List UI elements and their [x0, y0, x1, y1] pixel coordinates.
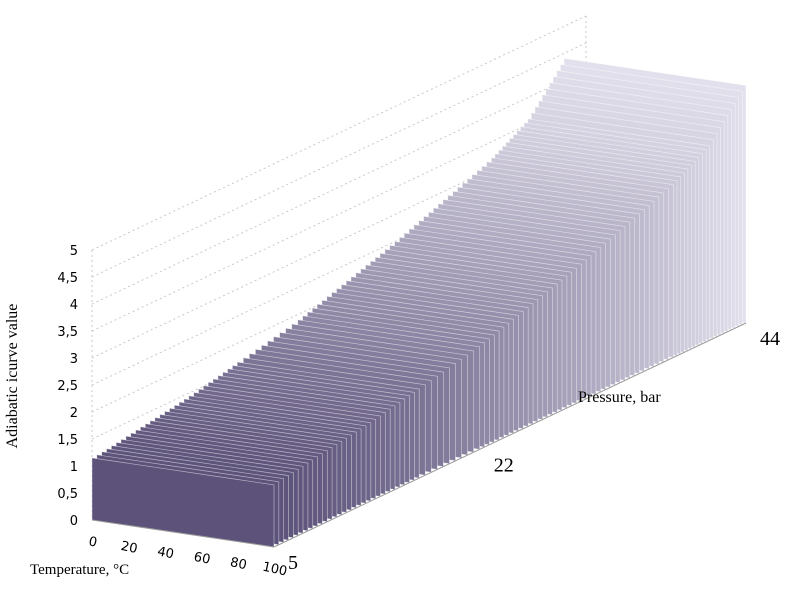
temperature-tick-label: 100: [261, 560, 288, 580]
pressure-tick-label: 22: [494, 454, 514, 476]
gridline: [91, 96, 587, 332]
z-tick-label: 4,5: [57, 271, 78, 286]
temperature-tick-label: 80: [229, 555, 248, 573]
surface-layer: [91, 57, 747, 548]
pressure-axis-line: [273, 322, 747, 548]
z-tick-label: 1: [70, 460, 78, 475]
z-axis-ticks: 0 0,5 1 1,5 2 2,5 3 3,5 4 4,5 5: [57, 244, 78, 529]
z-tick-label: 2: [70, 406, 78, 421]
temperature-tick-label: 20: [119, 539, 138, 557]
z-tick-label: 4: [70, 298, 78, 313]
z-tick-label: 5: [70, 244, 78, 259]
temperature-tick-label: 0: [87, 534, 98, 550]
z-tick-label: 1,5: [57, 433, 78, 448]
gridline: [91, 69, 587, 305]
pressure-tick-label: 44: [760, 328, 780, 350]
temperature-axis-line: [91, 519, 275, 548]
z-tick-label: 2,5: [57, 379, 78, 394]
z-axis-title: Adiabatic icurve value: [4, 304, 21, 449]
z-tick-label: 0: [70, 514, 78, 529]
pressure-axis-ticks: 5 22 44: [288, 328, 780, 574]
axis-lines: [91, 322, 747, 548]
temperature-axis-ticks: 0 20 40 60 80 100: [87, 534, 288, 579]
x-axis-title: Temperature, °C: [30, 562, 129, 578]
z-tick-label: 3,5: [57, 325, 78, 340]
temperature-tick-label: 60: [192, 550, 211, 568]
temperature-tick-label: 40: [156, 544, 175, 562]
z-tick-label: 0,5: [57, 487, 78, 502]
gridline: [91, 42, 587, 278]
pressure-tick-label: 5: [288, 552, 298, 574]
z-tick-label: 3: [70, 352, 78, 367]
y-axis-title: Pressure, bar: [578, 389, 661, 406]
gridline: [91, 15, 587, 251]
